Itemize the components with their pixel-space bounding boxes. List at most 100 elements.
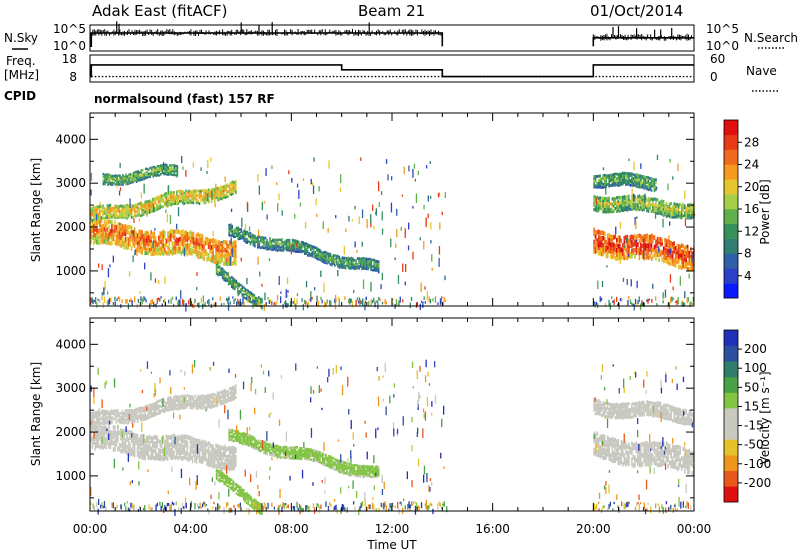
velocity-cell bbox=[136, 452, 139, 457]
power-cell bbox=[206, 189, 208, 193]
power-cell bbox=[611, 210, 614, 214]
velocity-cell bbox=[167, 399, 169, 403]
power-cell bbox=[258, 296, 260, 299]
power-cell bbox=[148, 199, 151, 203]
power-cell bbox=[125, 176, 127, 180]
velocity-cell bbox=[182, 444, 184, 449]
power-cell bbox=[688, 255, 691, 260]
velocity-cell bbox=[103, 417, 106, 421]
power-cell bbox=[628, 207, 630, 211]
power-cell bbox=[124, 231, 127, 237]
power-cell bbox=[646, 185, 648, 189]
velocity-cell bbox=[228, 396, 231, 400]
power-cell bbox=[235, 184, 237, 188]
nave-label: Nave bbox=[746, 64, 777, 78]
velocity-cell bbox=[210, 444, 213, 449]
power-cell bbox=[641, 185, 644, 189]
power-cell bbox=[623, 208, 626, 212]
power-cell bbox=[175, 174, 177, 177]
power-cell bbox=[629, 174, 632, 177]
power-cell bbox=[251, 236, 253, 240]
velocity-cell bbox=[200, 401, 202, 405]
power-cell bbox=[100, 209, 103, 213]
velocity-cell bbox=[182, 456, 184, 461]
power-cell bbox=[599, 199, 601, 203]
power-cell bbox=[129, 237, 131, 242]
velocity-cell bbox=[182, 450, 184, 455]
power-cell bbox=[670, 245, 672, 251]
power-speck bbox=[440, 298, 442, 304]
power-cell bbox=[232, 229, 235, 232]
power-cell bbox=[320, 250, 323, 254]
velocity-cell bbox=[139, 409, 142, 412]
velocity-cell bbox=[94, 436, 97, 441]
power-cell bbox=[136, 237, 139, 242]
power-cell bbox=[670, 253, 672, 259]
power-speck bbox=[667, 183, 669, 191]
velocity-cell bbox=[203, 399, 205, 403]
power-cell bbox=[128, 173, 130, 176]
power-cell bbox=[177, 229, 180, 234]
power-speck bbox=[595, 301, 597, 306]
power-cell bbox=[664, 251, 666, 256]
velocity-cell bbox=[204, 399, 207, 403]
power-cell bbox=[168, 237, 171, 242]
velocity-cell bbox=[118, 446, 121, 452]
velocity-cell bbox=[201, 401, 204, 405]
power-cell bbox=[123, 175, 126, 178]
power-cell bbox=[120, 230, 122, 235]
power-speck bbox=[338, 298, 340, 307]
power-cell bbox=[109, 211, 112, 215]
power-cell bbox=[319, 258, 321, 261]
velocity-cell bbox=[174, 395, 177, 398]
power-cell bbox=[606, 233, 609, 239]
power-cell bbox=[641, 208, 644, 212]
velocity-cell bbox=[106, 435, 109, 441]
power-cell bbox=[623, 171, 626, 175]
power-cell bbox=[195, 240, 198, 246]
power-cell bbox=[188, 243, 190, 249]
power-speck bbox=[390, 238, 392, 248]
power-cell bbox=[279, 242, 282, 246]
power-cell bbox=[602, 236, 604, 241]
power-cell bbox=[105, 216, 107, 220]
power-speck bbox=[114, 296, 116, 302]
power-cell bbox=[156, 170, 159, 173]
power-cell bbox=[358, 265, 360, 268]
power-cell bbox=[210, 258, 213, 263]
power-speck bbox=[154, 228, 156, 231]
power-cell bbox=[116, 174, 118, 178]
power-cell bbox=[159, 196, 162, 200]
velocity-cell bbox=[239, 432, 241, 435]
power-cell bbox=[291, 249, 294, 252]
power-clutter bbox=[116, 298, 118, 302]
power-cell bbox=[220, 267, 222, 270]
power-cell bbox=[244, 289, 247, 293]
power-cell bbox=[169, 171, 171, 174]
power-speck bbox=[634, 217, 636, 225]
power-cell bbox=[691, 210, 694, 214]
power-cell bbox=[126, 203, 128, 207]
power-cell bbox=[121, 214, 124, 218]
power-cell bbox=[256, 297, 259, 300]
power-cell bbox=[594, 241, 597, 247]
velocity-cell bbox=[133, 452, 136, 458]
power-cell bbox=[367, 266, 369, 270]
power-clutter bbox=[140, 296, 142, 302]
velocity-cell bbox=[180, 450, 183, 456]
power-speck bbox=[651, 233, 653, 238]
power-cell bbox=[656, 208, 659, 212]
power-clutter bbox=[337, 296, 340, 300]
power-speck bbox=[668, 235, 670, 240]
power-speck bbox=[316, 295, 318, 303]
power-cell bbox=[266, 248, 268, 251]
power-cell bbox=[121, 231, 124, 237]
power-cell bbox=[136, 244, 139, 250]
velocity-cell bbox=[158, 404, 160, 408]
power-cell bbox=[121, 206, 124, 210]
power-cell bbox=[93, 232, 95, 238]
power-cell bbox=[96, 239, 98, 245]
power-cell bbox=[111, 236, 113, 241]
velocity-cell bbox=[189, 436, 192, 441]
power-cell bbox=[183, 235, 186, 240]
